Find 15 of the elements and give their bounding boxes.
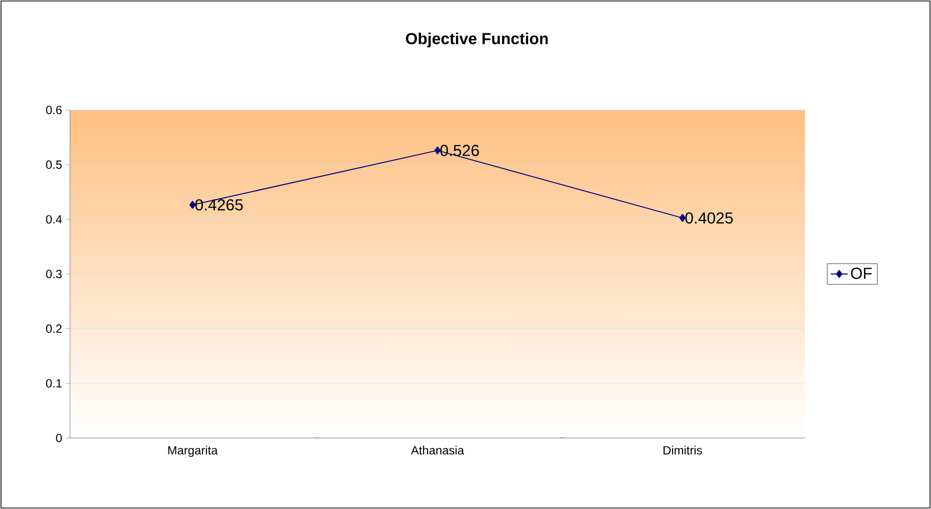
x-tick-label: Dimitris — [664, 446, 702, 455]
y-tick-label: 0.2 — [46, 324, 62, 333]
y-tick-label: 0.6 — [46, 106, 62, 114]
data-label: 0.526 — [440, 144, 479, 156]
y-tick-label: 0.1 — [46, 379, 62, 388]
chart-title: Objective Function — [406, 32, 548, 48]
data-label: 0.4025 — [685, 212, 733, 224]
x-tick-label: Athanasia — [410, 446, 464, 455]
data-label: 0.4265 — [195, 199, 243, 210]
y-tick-label: 0.4 — [46, 215, 62, 224]
y-tick-label: 0.3 — [46, 270, 62, 278]
y-tick-label: 0 — [56, 434, 62, 442]
y-tick-label: 0.5 — [46, 160, 62, 169]
x-tick-label: Margarita — [168, 446, 218, 457]
legend-label: OF — [851, 268, 872, 279]
